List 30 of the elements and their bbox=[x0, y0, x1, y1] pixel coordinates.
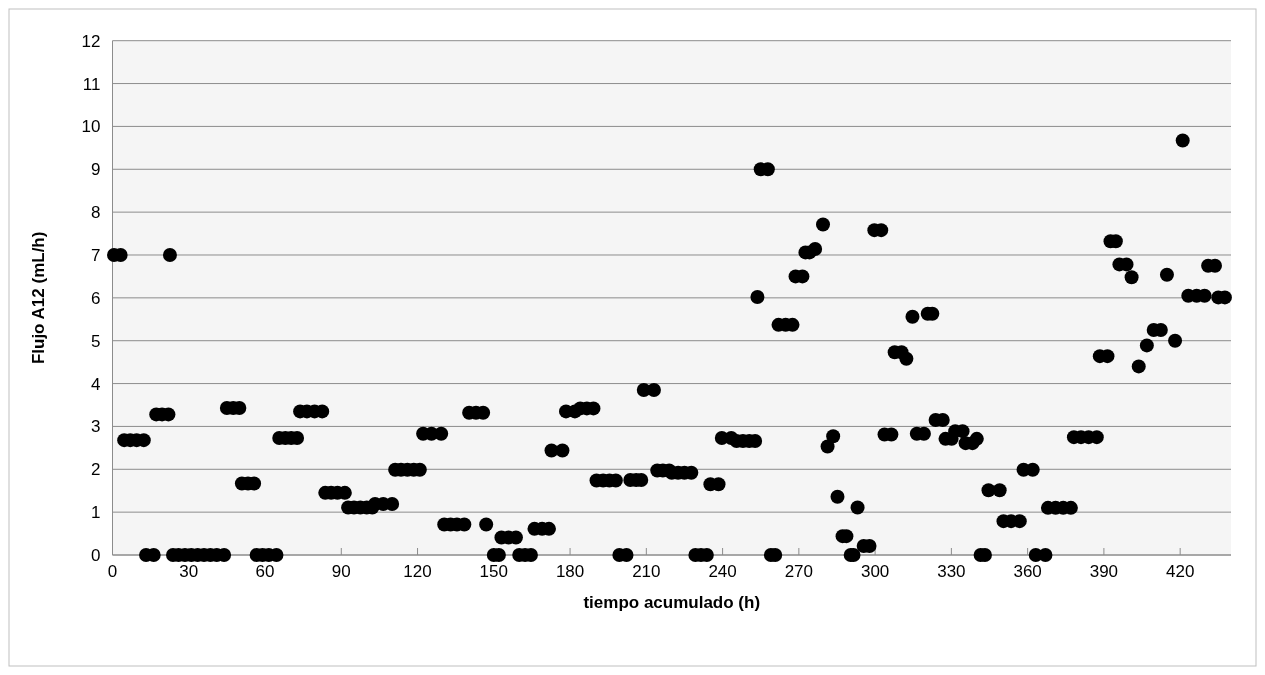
x-tick-label: 270 bbox=[784, 562, 814, 581]
x-tick-label: 180 bbox=[555, 562, 585, 581]
x-tick-label: 390 bbox=[1089, 562, 1119, 581]
y-tick-label: 10 bbox=[81, 117, 101, 137]
x-tick-label: 300 bbox=[860, 562, 890, 581]
x-tick-label: 90 bbox=[331, 562, 351, 581]
y-tick-label: 5 bbox=[91, 331, 101, 351]
x-tick-label: 360 bbox=[1013, 562, 1042, 581]
y-tick-label: 9 bbox=[91, 160, 101, 180]
x-tick-label: 420 bbox=[1165, 562, 1195, 581]
y-tick-label: 1 bbox=[91, 503, 101, 523]
y-tick-label: 11 bbox=[82, 74, 101, 94]
y-tick-label: 8 bbox=[91, 203, 101, 223]
x-tick-label: 240 bbox=[708, 562, 737, 581]
x-tick-label: 60 bbox=[255, 562, 275, 581]
y-tick-label: 2 bbox=[91, 460, 101, 480]
x-tick-label: 210 bbox=[632, 562, 661, 581]
y-tick-label: 4 bbox=[91, 374, 101, 394]
y-tick-label: 6 bbox=[91, 288, 101, 308]
x-tick-label: 150 bbox=[479, 562, 508, 581]
x-tick-label: 30 bbox=[179, 562, 199, 581]
y-tick-label: 0 bbox=[91, 546, 101, 565]
y-tick-label: 7 bbox=[91, 245, 101, 265]
x-tick-label: 120 bbox=[403, 562, 432, 581]
x-tick-label: 0 bbox=[107, 562, 118, 581]
y-tick-label: 12 bbox=[81, 31, 101, 51]
y-tick-label: 3 bbox=[91, 417, 101, 437]
y-axis-title: Flujo A12 (mL/h) bbox=[29, 231, 48, 365]
x-tick-label: 330 bbox=[937, 562, 966, 581]
x-axis-title: tiempo acumulado (h) bbox=[583, 593, 761, 612]
